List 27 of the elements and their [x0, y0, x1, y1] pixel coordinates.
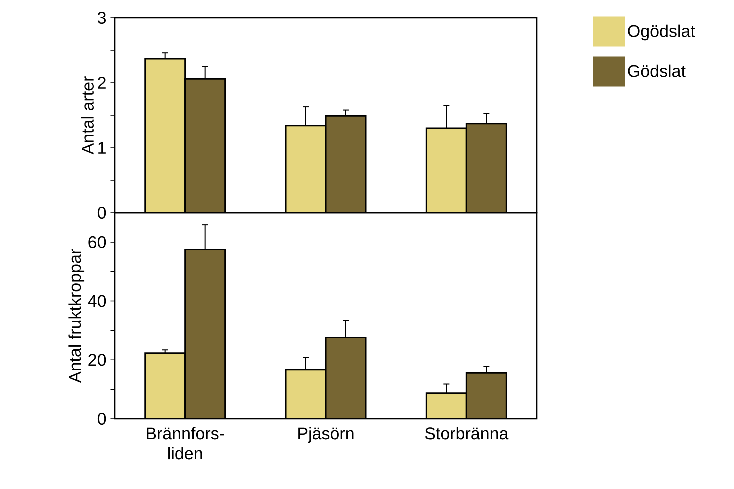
x-tick-label: Pjäsörn: [298, 427, 354, 444]
bar: [285, 125, 327, 213]
bar: [426, 392, 468, 419]
bar: [325, 115, 367, 213]
legend-label: Gödslat: [628, 64, 686, 78]
y-tick-label: 1: [98, 142, 106, 154]
y-tick-label: 0: [98, 412, 106, 426]
y-axis-title: Antal fruktkroppar: [68, 249, 85, 384]
bar: [285, 369, 327, 419]
y-tick-label: 20: [88, 354, 106, 366]
bar: [184, 249, 226, 419]
y-tick-label: 3: [98, 12, 106, 24]
x-tick-label: Brännfors-liden: [147, 427, 224, 460]
y-tick-label: 40: [88, 295, 106, 308]
bar: [144, 352, 186, 419]
bar: [466, 372, 508, 419]
bar: [184, 78, 226, 213]
x-tick-label: Storbränna: [425, 427, 509, 440]
y-tick-label: 60: [88, 236, 106, 248]
legend-label: Ogödslat: [628, 24, 696, 41]
bar: [466, 123, 508, 213]
y-tick-label: 0: [98, 206, 106, 220]
bar: [144, 58, 186, 213]
bar: [426, 128, 468, 213]
y-axis-title: Antal arter: [82, 76, 94, 155]
bar: [325, 337, 367, 419]
y-tick-label: 2: [98, 77, 106, 89]
